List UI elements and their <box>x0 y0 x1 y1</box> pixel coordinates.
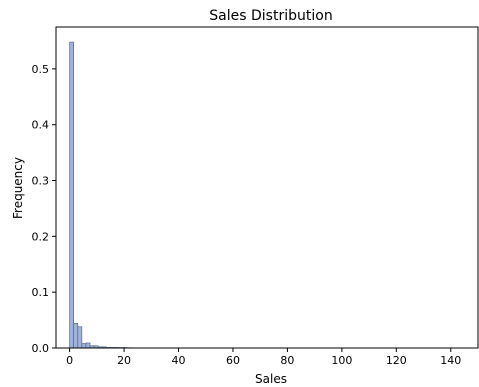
x-tick-label: 40 <box>172 354 186 367</box>
histogram-bar <box>69 41 74 349</box>
x-tick-label: 20 <box>117 354 131 367</box>
y-tick-label: 0.0 <box>32 342 50 355</box>
x-tick-label: 80 <box>280 354 294 367</box>
y-tick-label: 0.3 <box>32 175 50 188</box>
x-axis-label: Sales <box>255 372 287 386</box>
plot-frame <box>55 26 479 349</box>
y-axis-label: Frequency <box>11 157 25 219</box>
histogram-bar <box>73 323 79 349</box>
x-tick-label: 120 <box>386 354 407 367</box>
x-tick-label: 60 <box>226 354 240 367</box>
y-tick-label: 0.5 <box>32 63 50 76</box>
bars-group <box>69 41 144 349</box>
x-tick-label: 140 <box>440 354 461 367</box>
x-tick-label: 100 <box>331 354 352 367</box>
histogram-bar <box>81 343 87 349</box>
histogram-bar <box>77 326 83 349</box>
y-axis-ticks: 0.0 0.1 0.2 0.3 0.4 0.5 <box>32 63 56 355</box>
y-tick-label: 0.4 <box>32 119 50 132</box>
x-tick-label: 0 <box>66 354 73 367</box>
x-axis-ticks: 0 20 40 60 80 100 120 140 <box>66 348 461 367</box>
histogram-bar <box>85 342 91 349</box>
y-tick-label: 0.2 <box>32 230 50 243</box>
chart-title: Sales Distribution <box>209 8 332 24</box>
y-tick-label: 0.1 <box>32 286 50 299</box>
